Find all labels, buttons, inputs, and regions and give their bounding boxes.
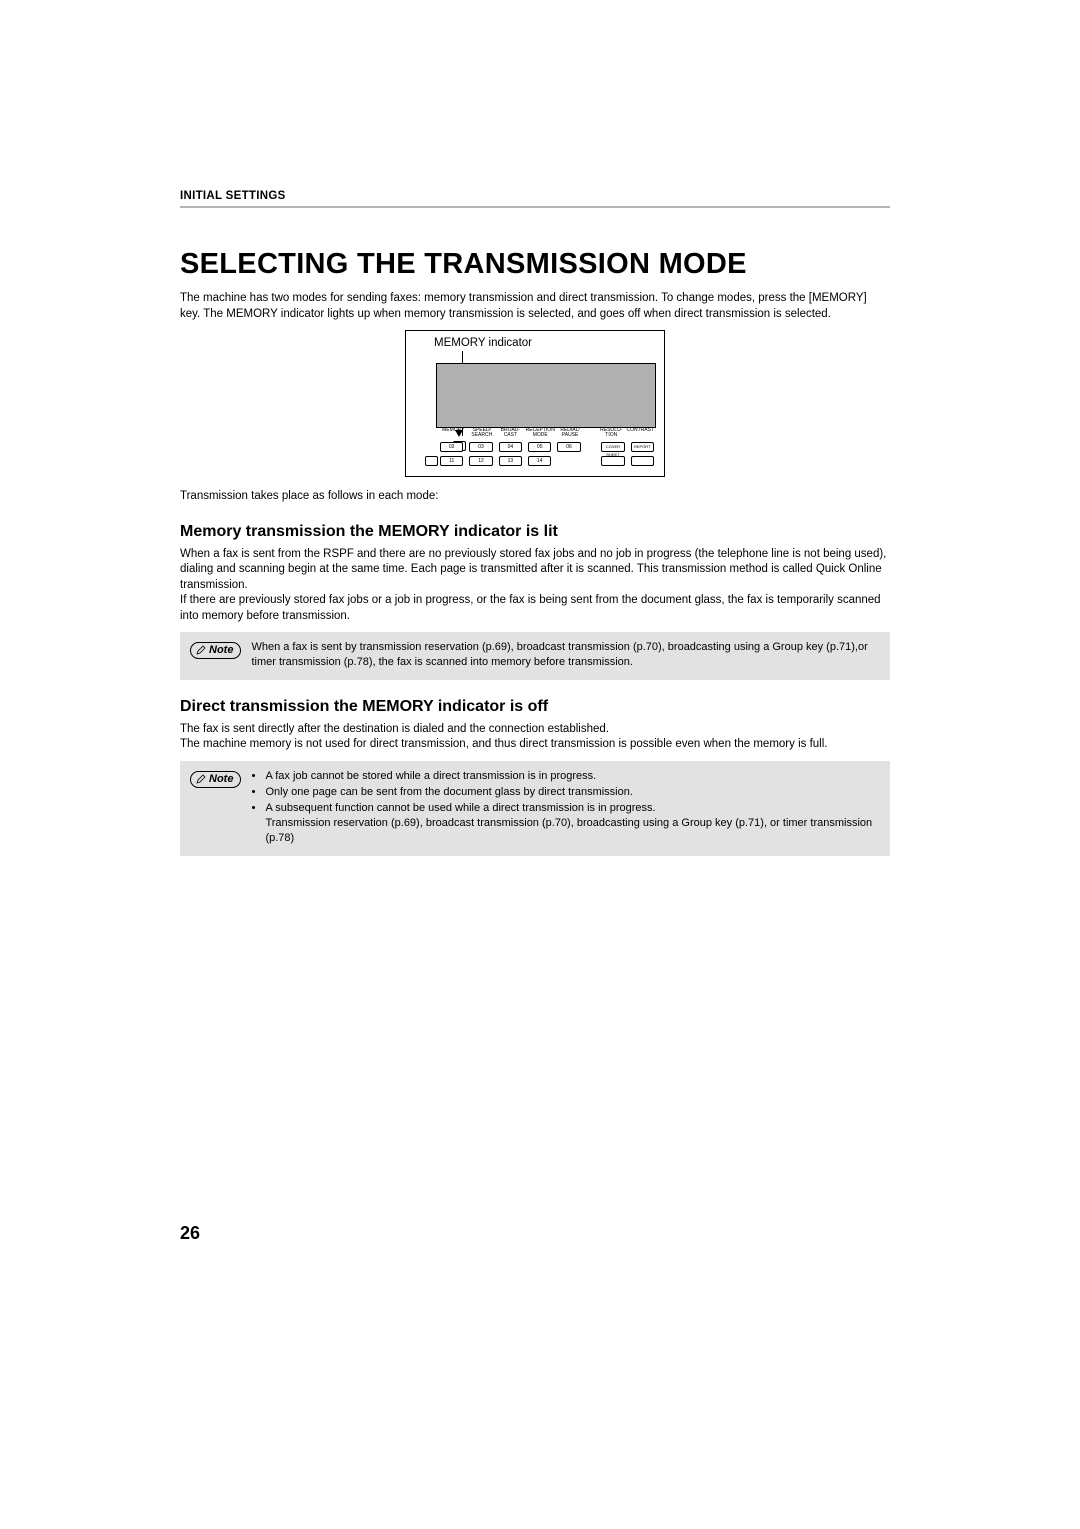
page-title: SELECTING THE TRANSMISSION MODE: [180, 248, 890, 281]
panel-key: 02: [440, 442, 463, 452]
panel-key: REPORT: [631, 442, 654, 452]
panel-key: COVER SHEET: [601, 442, 624, 452]
panel-key-labels-row: MEMORY SPEED/ SEARCH BROAD- CAST RECEPTI…: [440, 428, 654, 438]
control-panel-diagram: MEMORY indicator MEMORY SPEED/ SEARCH BR…: [405, 330, 665, 477]
panel-key-row-2: 11 12 13 14: [440, 456, 654, 466]
panel-key: [631, 456, 654, 466]
pencil-icon: [196, 774, 206, 784]
note-badge: Note: [190, 771, 241, 788]
panel-label: REDIAL/ PAUSE: [557, 428, 584, 438]
note-list: A fax job cannot be stored while a direc…: [251, 769, 880, 816]
note-block-memory: Note When a fax is sent by transmission …: [180, 632, 890, 680]
panel-key: 14: [528, 456, 551, 466]
intro-paragraph: The machine has two modes for sending fa…: [180, 291, 890, 322]
note-block-direct: Note A fax job cannot be stored while a …: [180, 761, 890, 856]
panel-key-row-1: 02 03 04 05 06 COVER SHEET REPORT: [440, 442, 654, 452]
panel-key-gap: [587, 456, 596, 466]
note-badge: Note: [190, 642, 241, 659]
note-list-item: A subsequent function cannot be used whi…: [265, 801, 880, 816]
panel-key-01: [425, 456, 438, 466]
note-list-item: Only one page can be sent from the docum…: [265, 785, 880, 800]
note-sub-text: Transmission reservation (p.69), broadca…: [251, 816, 880, 846]
section-header-label: INITIAL SETTINGS: [180, 190, 890, 202]
direct-transmission-heading: Direct transmission the MEMORY indicator…: [180, 698, 890, 716]
note-list-item: A fax job cannot be stored while a direc…: [265, 769, 880, 784]
indicator-arrow-icon: [455, 430, 463, 437]
pencil-icon: [196, 645, 206, 655]
panel-key: 06: [557, 442, 580, 452]
memory-transmission-heading: Memory transmission the MEMORY indicator…: [180, 523, 890, 541]
panel-key: 12: [469, 456, 492, 466]
header-rule: [180, 206, 890, 208]
memory-transmission-paragraph: When a fax is sent from the RSPF and the…: [180, 547, 890, 625]
panel-label: CONTRAST: [627, 428, 655, 438]
panel-label: RESOLU- TION: [598, 428, 625, 438]
page-number: 26: [180, 1223, 200, 1244]
note-label: Note: [209, 644, 233, 656]
panel-display-area: [436, 363, 656, 428]
page: INITIAL SETTINGS SELECTING THE TRANSMISS…: [0, 0, 1080, 856]
panel-key: 05: [528, 442, 551, 452]
post-panel-text: Transmission takes place as follows in e…: [180, 489, 890, 505]
panel-label: RECEPTION MODE: [526, 428, 555, 438]
panel-key: 13: [499, 456, 522, 466]
note-text: When a fax is sent by transmission reser…: [251, 640, 880, 670]
direct-transmission-paragraph: The fax is sent directly after the desti…: [180, 722, 890, 753]
note-label: Note: [209, 773, 233, 785]
panel-label: [585, 428, 596, 438]
panel-key: [601, 456, 624, 466]
panel-key: 11: [440, 456, 463, 466]
panel-key: 04: [499, 442, 522, 452]
memory-indicator-label: MEMORY indicator: [434, 337, 532, 349]
panel-label: BROAD- CAST: [497, 428, 524, 438]
panel-key: 03: [469, 442, 492, 452]
note-content: A fax job cannot be stored while a direc…: [251, 769, 880, 846]
panel-key-gap: [587, 442, 596, 452]
panel-label: SPEED/ SEARCH: [469, 428, 496, 438]
